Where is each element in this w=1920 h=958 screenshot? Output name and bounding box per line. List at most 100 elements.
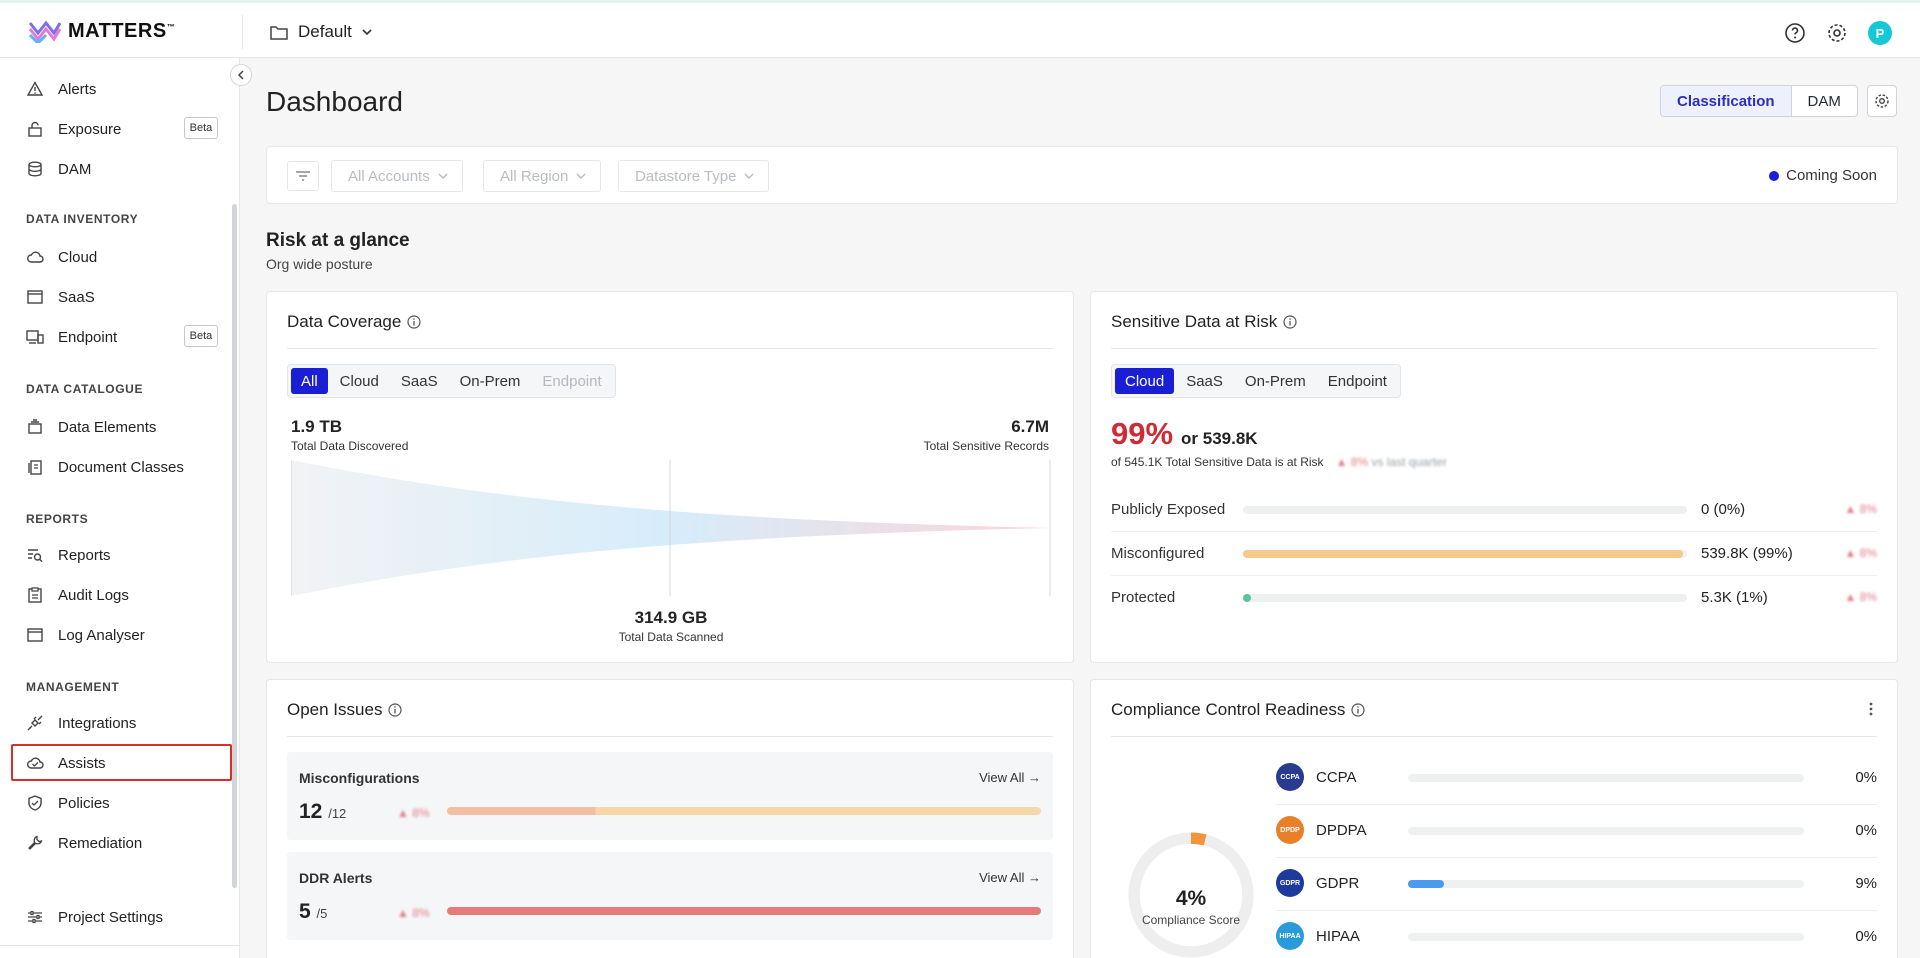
chevron-down-icon: [362, 29, 372, 36]
progress-track: [1408, 880, 1804, 888]
help-icon[interactable]: [1784, 22, 1806, 44]
chevron-down-icon: [744, 173, 754, 180]
sidebar-item-log-analyser[interactable]: Log Analyser: [26, 624, 145, 646]
issue-ddr-alerts: DDR Alerts View All → 5 /5 ▲ 8%: [287, 852, 1053, 940]
sidebar-item-exposure[interactable]: Exposure: [26, 118, 121, 140]
compliance-row-ccpa[interactable]: CCPA CCPA 0%: [1276, 752, 1877, 805]
sidebar-item-integrations[interactable]: Integrations: [26, 712, 136, 734]
card-divider: [287, 348, 1053, 349]
dashboard-settings-button[interactable]: [1867, 85, 1897, 117]
tab-saas[interactable]: SaaS: [400, 372, 438, 390]
selected-item-highlight: [11, 744, 232, 781]
lock-open-icon: [26, 120, 44, 138]
section-management: MANAGEMENT: [26, 680, 120, 694]
project-selector[interactable]: Default: [270, 22, 372, 42]
filter-icon: [296, 171, 310, 181]
sidebar-scrollbar[interactable]: [232, 204, 237, 888]
tab-on-prem[interactable]: On-Prem: [1244, 372, 1306, 390]
stack-icon: [26, 418, 44, 436]
risk-row: Misconfigured 539.8K (99%) ▲ 8%: [1111, 532, 1877, 576]
classification-toggle[interactable]: Classification: [1661, 86, 1792, 116]
tab-cloud[interactable]: Cloud: [339, 372, 379, 390]
collapse-sidebar-button[interactable]: [230, 64, 252, 86]
tab-saas[interactable]: SaaS: [1186, 372, 1223, 390]
info-icon[interactable]: [1283, 315, 1297, 329]
gdpr-seal-icon: GDPR: [1276, 869, 1304, 897]
change-indicator: ▲ 8%: [1335, 455, 1369, 469]
sidebar-item-assists[interactable]: Assists: [26, 752, 106, 774]
filter-bar: All Accounts All Region Datastore Type C…: [266, 146, 1898, 204]
view-toggle: Classification DAM: [1660, 85, 1858, 117]
region-dropdown[interactable]: All Region: [483, 160, 602, 192]
sliders-icon: [26, 908, 44, 926]
app-logo[interactable]: MATTERS™: [28, 19, 175, 43]
sidebar-item-document-classes[interactable]: Document Classes: [26, 456, 184, 478]
risk-headline: 99% or 539.8K: [1111, 416, 1258, 452]
sidebar: Alerts Exposure Beta DAM DATA INVENTORY …: [0, 58, 240, 958]
info-icon[interactable]: [407, 315, 421, 329]
status-dot: [1769, 170, 1780, 181]
terminal-window-icon: [26, 626, 44, 644]
beta-badge: Beta: [184, 325, 218, 347]
compliance-score-label: Compliance Score: [1141, 913, 1241, 927]
tab-all[interactable]: All: [291, 368, 328, 394]
hipaa-seal-icon: HIPAA: [1276, 922, 1304, 950]
compliance-row-hipaa[interactable]: HIPAA HIPAA 0%: [1276, 911, 1877, 958]
sidebar-item-policies[interactable]: Policies: [26, 792, 110, 814]
filter-button[interactable]: [287, 161, 319, 191]
view-all-link[interactable]: View All →: [979, 870, 1041, 885]
dpdpa-seal-icon: DPDP: [1276, 816, 1304, 844]
open-issues-card: Open Issues Misconfigurations View All →…: [266, 679, 1074, 958]
wrench-icon: [26, 834, 44, 852]
gear-icon: [1875, 94, 1889, 108]
sidebar-item-dam[interactable]: DAM: [26, 158, 91, 180]
sidebar-item-remediation[interactable]: Remediation: [26, 832, 142, 854]
info-icon[interactable]: [1351, 703, 1365, 717]
risk-tabs: Cloud SaaS On-Prem Endpoint: [1111, 364, 1401, 398]
compliance-row-dpdpa[interactable]: DPDP DPDPA 0%: [1276, 805, 1877, 858]
datastore-type-dropdown[interactable]: Datastore Type: [618, 160, 770, 192]
sidebar-item-alerts[interactable]: Alerts: [26, 78, 96, 100]
card-title: Sensitive Data at Risk: [1111, 312, 1297, 332]
compliance-row-gdpr[interactable]: GDPR GDPR 9%: [1276, 858, 1877, 911]
risk-section-title: Risk at a glance: [266, 230, 410, 251]
scanned-value: 314.9 GB: [634, 608, 708, 627]
tab-on-prem[interactable]: On-Prem: [459, 372, 521, 390]
user-avatar[interactable]: P: [1868, 21, 1892, 45]
info-icon[interactable]: [388, 703, 403, 717]
ccpa-seal-icon: CCPA: [1276, 763, 1304, 791]
sensitive-records-label: Total Sensitive Records: [923, 439, 1049, 453]
matters-logo-icon: [28, 20, 62, 43]
sidebar-item-reports[interactable]: Reports: [26, 544, 111, 566]
risk-count: or 539.8K: [1181, 429, 1258, 448]
coming-soon-indicator: Coming Soon: [1769, 167, 1877, 184]
dam-toggle[interactable]: DAM: [1807, 92, 1841, 110]
documents-icon: [26, 458, 44, 476]
section-data-inventory: DATA INVENTORY: [26, 212, 139, 226]
compliance-score-value: 4%: [1175, 887, 1207, 910]
settings-gear-icon[interactable]: [1826, 22, 1848, 44]
sidebar-item-endpoint[interactable]: Endpoint: [26, 326, 117, 348]
accounts-dropdown[interactable]: All Accounts: [331, 160, 463, 192]
issue-misconfigurations: Misconfigurations View All → 12 /12 ▲ 8%: [287, 752, 1053, 840]
coverage-tabs: All Cloud SaaS On-Prem Endpoint: [287, 364, 616, 398]
devices-icon: [26, 328, 44, 346]
view-all-link[interactable]: View All →: [979, 770, 1041, 785]
tab-endpoint[interactable]: Endpoint: [1327, 372, 1387, 390]
tab-cloud[interactable]: Cloud: [1115, 368, 1175, 394]
sidebar-item-data-elements[interactable]: Data Elements: [26, 416, 156, 438]
tab-endpoint[interactable]: Endpoint: [542, 372, 602, 390]
more-vertical-icon[interactable]: [1869, 702, 1873, 716]
card-title: Data Coverage: [287, 312, 421, 332]
project-name: Default: [298, 22, 352, 41]
risk-summary: of 545.1K Total Sensitive Data is at Ris…: [1111, 455, 1447, 469]
section-reports: REPORTS: [26, 512, 89, 526]
progress-track: [1408, 774, 1804, 782]
section-data-catalogue: DATA CATALOGUE: [26, 382, 144, 396]
sidebar-item-audit-logs[interactable]: Audit Logs: [26, 584, 129, 606]
sidebar-item-saas[interactable]: SaaS: [26, 286, 95, 308]
sidebar-item-cloud[interactable]: Cloud: [26, 246, 97, 268]
sidebar-item-project-settings[interactable]: Project Settings: [26, 906, 163, 928]
risk-row: Protected 5.3K (1%) ▲ 8%: [1111, 589, 1877, 606]
app-name: MATTERS™: [68, 19, 176, 42]
